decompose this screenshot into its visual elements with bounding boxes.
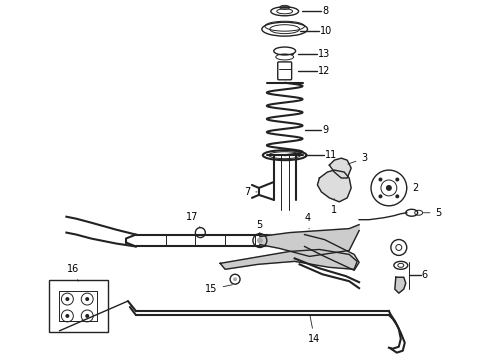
Text: 15: 15	[205, 284, 232, 294]
Circle shape	[233, 277, 237, 281]
Polygon shape	[220, 249, 357, 269]
Text: 9: 9	[322, 125, 328, 135]
Text: 11: 11	[325, 150, 338, 160]
Text: 5: 5	[256, 220, 262, 234]
Text: 2: 2	[407, 183, 419, 193]
Circle shape	[65, 314, 70, 318]
Circle shape	[378, 177, 383, 181]
Polygon shape	[305, 235, 359, 270]
Circle shape	[85, 314, 89, 318]
Text: 5: 5	[423, 208, 442, 218]
Polygon shape	[260, 225, 359, 256]
Text: 16: 16	[67, 264, 79, 281]
Circle shape	[386, 185, 392, 191]
Text: 12: 12	[318, 66, 331, 76]
Text: 13: 13	[318, 49, 331, 59]
Text: 6: 6	[421, 270, 428, 280]
Text: 17: 17	[185, 212, 200, 228]
Circle shape	[395, 194, 399, 198]
Text: 3: 3	[348, 153, 367, 164]
Circle shape	[395, 177, 399, 181]
Circle shape	[257, 238, 263, 243]
Circle shape	[85, 297, 89, 301]
Circle shape	[65, 297, 70, 301]
Polygon shape	[318, 170, 351, 202]
Polygon shape	[329, 158, 351, 178]
Polygon shape	[395, 277, 406, 293]
Text: 8: 8	[322, 6, 328, 16]
Text: 4: 4	[304, 213, 311, 229]
Text: 1: 1	[331, 199, 338, 215]
Text: 14: 14	[308, 316, 320, 344]
Text: 7: 7	[244, 187, 257, 197]
Circle shape	[378, 194, 383, 198]
Text: 10: 10	[320, 26, 333, 36]
